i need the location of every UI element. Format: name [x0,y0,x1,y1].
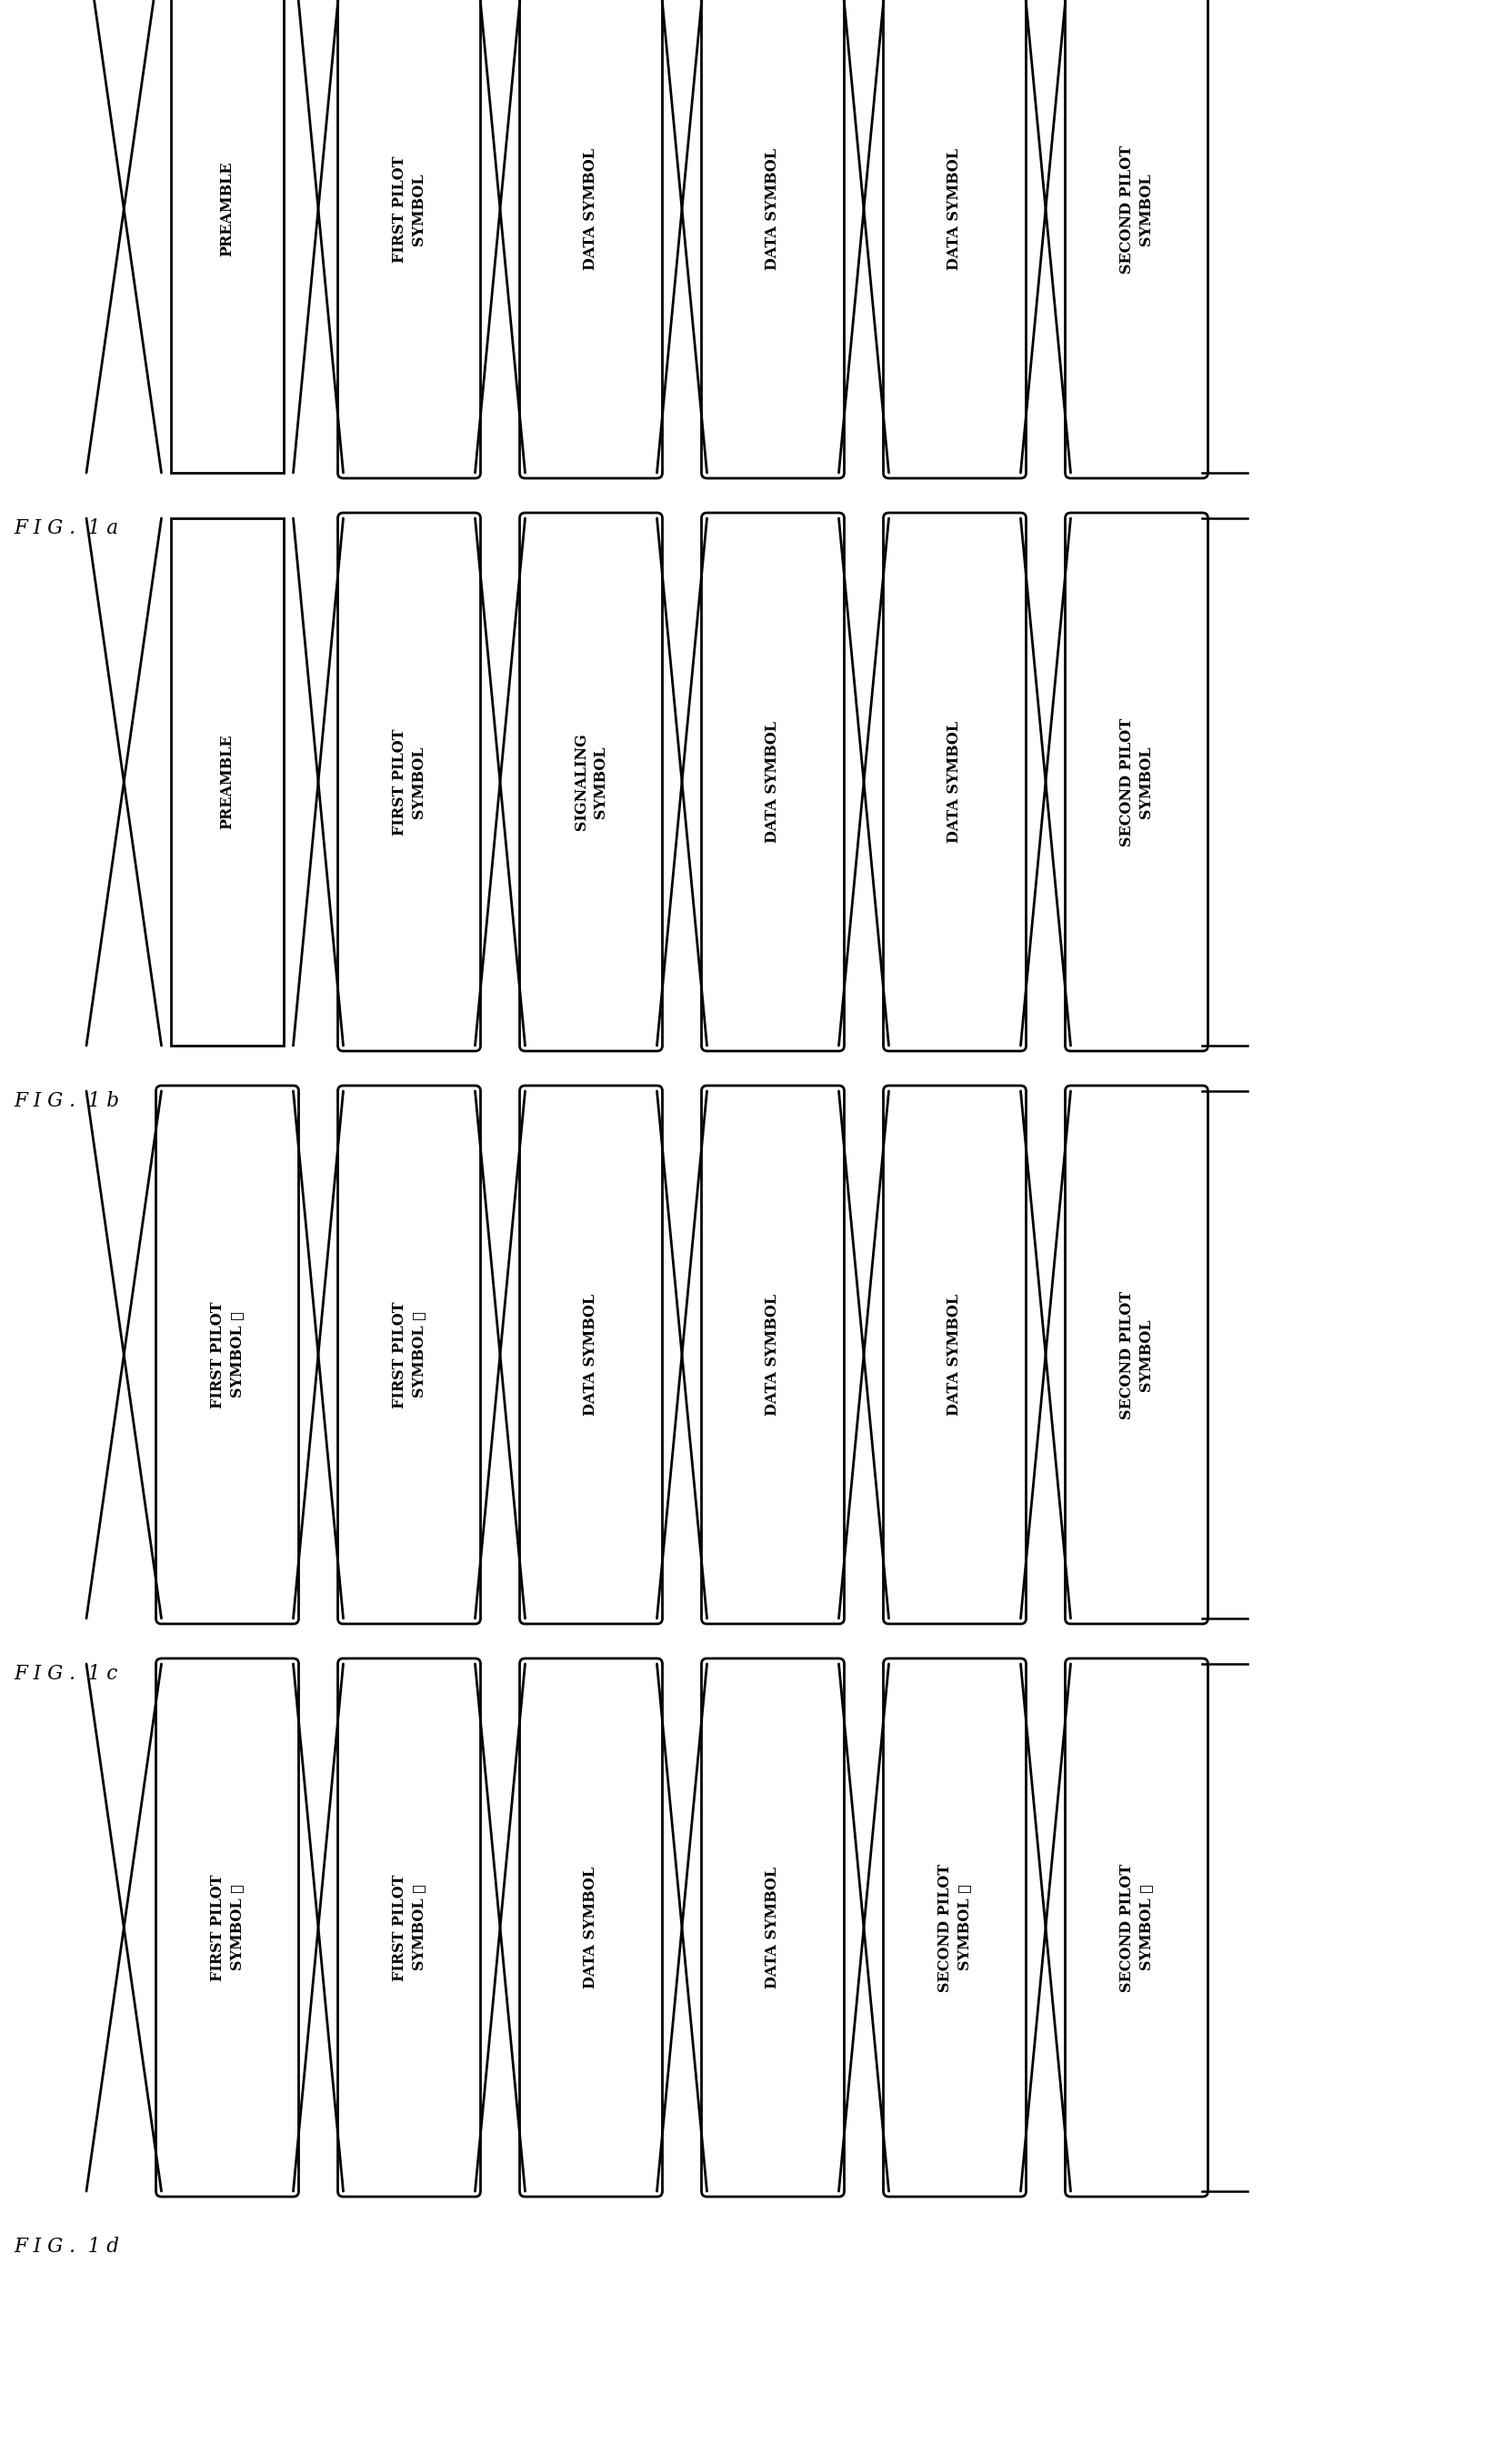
Text: FIRST PILOT
SYMBOL ①: FIRST PILOT SYMBOL ① [210,1875,245,1981]
Text: DATA SYMBOL: DATA SYMBOL [765,1868,780,1988]
FancyBboxPatch shape [338,0,481,478]
FancyBboxPatch shape [1066,0,1208,478]
FancyBboxPatch shape [1066,1658,1208,2198]
Text: DATA SYMBOL: DATA SYMBOL [765,1294,780,1417]
FancyBboxPatch shape [1066,1087,1208,1624]
Text: SECOND PILOT
SYMBOL: SECOND PILOT SYMBOL [1120,1291,1154,1419]
FancyBboxPatch shape [702,513,845,1052]
Text: FIRST PILOT
SYMBOL ②: FIRST PILOT SYMBOL ② [392,1875,427,1981]
Text: SECOND PILOT
SYMBOL ①: SECOND PILOT SYMBOL ① [938,1863,972,1991]
Text: PREAMBLE: PREAMBLE [219,163,234,256]
Text: DATA SYMBOL: DATA SYMBOL [765,148,780,271]
FancyBboxPatch shape [884,1658,1027,2198]
FancyBboxPatch shape [702,1087,845,1624]
FancyBboxPatch shape [156,1087,299,1624]
Text: FIRST PILOT
SYMBOL: FIRST PILOT SYMBOL [392,155,427,264]
Text: DATA SYMBOL: DATA SYMBOL [765,722,780,843]
Text: PREAMBLE: PREAMBLE [219,734,234,830]
Text: F I G .  1 b: F I G . 1 b [14,1092,119,1111]
FancyBboxPatch shape [1066,513,1208,1052]
Text: DATA SYMBOL: DATA SYMBOL [583,148,598,271]
Bar [171,0,284,473]
FancyBboxPatch shape [520,513,663,1052]
Text: F I G .  1 d: F I G . 1 d [14,2237,119,2257]
FancyBboxPatch shape [884,513,1027,1052]
Text: FIRST PILOT
SYMBOL ①: FIRST PILOT SYMBOL ① [210,1301,245,1407]
FancyBboxPatch shape [702,1658,845,2198]
Text: FIRST PILOT
SYMBOL: FIRST PILOT SYMBOL [392,729,427,835]
Text: SECOND PILOT
SYMBOL ②: SECOND PILOT SYMBOL ② [1120,1863,1154,1991]
FancyBboxPatch shape [884,0,1027,478]
Text: SECOND PILOT
SYMBOL: SECOND PILOT SYMBOL [1120,717,1154,845]
Text: DATA SYMBOL: DATA SYMBOL [947,148,962,271]
Text: DATA SYMBOL: DATA SYMBOL [583,1868,598,1988]
Text: SECOND PILOT
SYMBOL: SECOND PILOT SYMBOL [1120,145,1154,274]
Text: DATA SYMBOL: DATA SYMBOL [583,1294,598,1417]
FancyBboxPatch shape [702,0,845,478]
Text: F I G .  1 a: F I G . 1 a [14,517,119,537]
FancyBboxPatch shape [520,0,663,478]
FancyBboxPatch shape [156,1658,299,2198]
FancyBboxPatch shape [884,1087,1027,1624]
Text: DATA SYMBOL: DATA SYMBOL [947,722,962,843]
Text: SIGNALING
SYMBOL: SIGNALING SYMBOL [574,734,609,830]
FancyBboxPatch shape [338,513,481,1052]
FancyBboxPatch shape [338,1658,481,2198]
FancyBboxPatch shape [520,1658,663,2198]
Text: F I G .  1 c: F I G . 1 c [14,1663,117,1683]
Bar [171,517,284,1045]
Text: FIRST PILOT
SYMBOL ②: FIRST PILOT SYMBOL ② [392,1301,427,1407]
FancyBboxPatch shape [338,1087,481,1624]
FancyBboxPatch shape [520,1087,663,1624]
Text: DATA SYMBOL: DATA SYMBOL [947,1294,962,1417]
